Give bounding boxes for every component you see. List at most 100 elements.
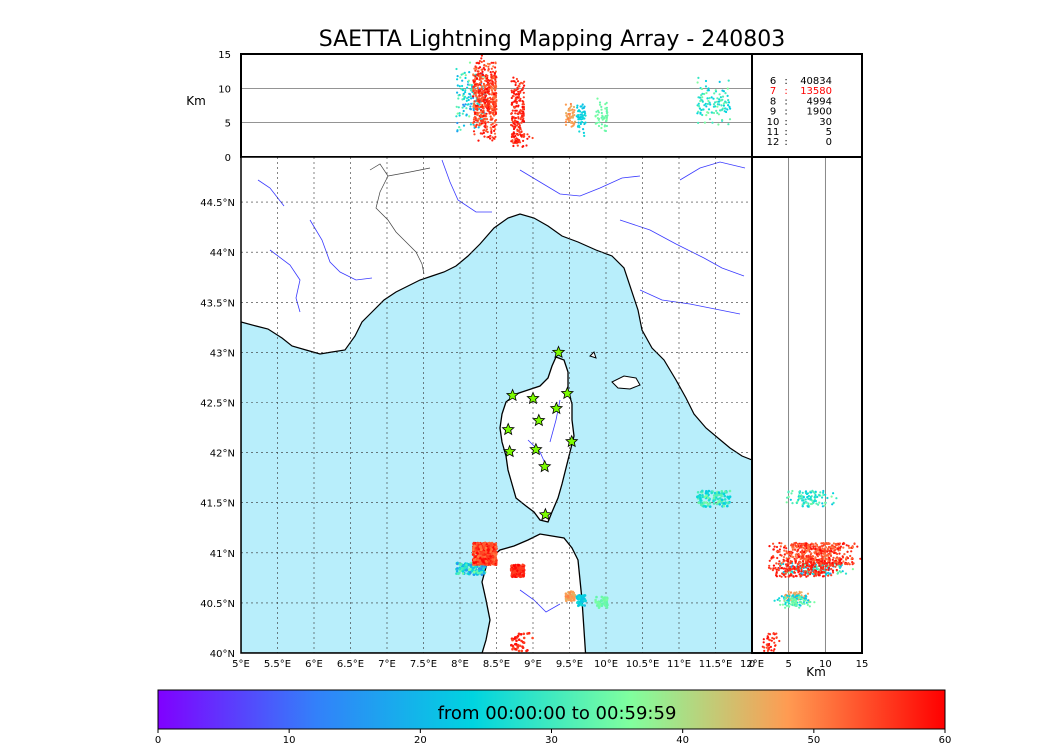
map-point: [491, 556, 495, 559]
side-point: [822, 491, 825, 494]
top-point: [597, 124, 601, 128]
top-point: [514, 125, 517, 128]
map-point: [712, 496, 716, 500]
map-point: [712, 502, 716, 505]
map-point: [520, 649, 524, 653]
top-point: [456, 121, 459, 125]
side-point: [832, 556, 835, 559]
side-point: [832, 501, 835, 504]
top-point: [583, 134, 586, 137]
top-point: [513, 88, 516, 92]
top-point: [522, 102, 525, 106]
side-point: [806, 574, 810, 577]
side-point: [832, 571, 835, 574]
top-point: [514, 134, 517, 138]
top-point: [476, 98, 479, 101]
side-point: [823, 553, 826, 556]
map-point: [461, 572, 465, 575]
side-point: [774, 644, 777, 647]
top-point: [516, 120, 519, 123]
top-point: [456, 130, 459, 133]
side-point: [819, 566, 823, 570]
map-point: [479, 567, 483, 571]
top-point: [511, 101, 514, 104]
map-point: [720, 494, 723, 498]
map-point: [723, 494, 726, 498]
top-point: [489, 85, 492, 88]
side-point: [835, 568, 838, 572]
map-point: [490, 548, 494, 551]
side-point: [805, 555, 808, 558]
side-point: [795, 603, 798, 607]
lat-tick-label: 42°N: [210, 449, 235, 460]
top-point: [488, 63, 491, 66]
side-point: [799, 600, 802, 604]
map-lat-ticks: 40°N 40.5°N 41°N 41.5°N 42°N 42.5°N 43°N 43.5°N…: [200, 198, 235, 660]
top-point: [716, 105, 719, 108]
side-point: [797, 497, 801, 500]
top-point: [706, 97, 709, 100]
top-point: [710, 111, 713, 114]
map-points: [455, 489, 732, 653]
side-point: [791, 602, 794, 605]
top-point: [715, 109, 718, 112]
side-point: [800, 570, 803, 573]
top-point: [495, 123, 498, 126]
map-point: [516, 634, 520, 638]
station-star: [529, 442, 543, 456]
counts-panel-border: [751, 53, 863, 158]
top-point: [456, 75, 459, 78]
top-point: [523, 80, 526, 83]
top-point: [601, 115, 604, 118]
top-point: [601, 118, 604, 121]
top-point: [476, 108, 479, 111]
side-point: [773, 599, 776, 602]
side-point: [807, 601, 810, 604]
side-point: [803, 602, 806, 605]
colorbar-label: from 00:00:00 to 00:59:59: [438, 703, 677, 724]
colorbar-tick-label: 20: [414, 735, 427, 746]
side-point: [830, 495, 833, 498]
side-point: [801, 597, 804, 600]
top-point: [605, 124, 609, 128]
map-point: [710, 491, 713, 495]
side-point: [792, 546, 795, 549]
side-point: [812, 555, 815, 558]
side-point: [779, 553, 782, 557]
side-point: [778, 597, 781, 600]
top-point: [519, 97, 522, 100]
map-point: [515, 639, 518, 642]
side-point: [828, 556, 831, 559]
side-point: [848, 563, 851, 566]
top-point: [718, 98, 721, 101]
station-star: [560, 386, 574, 400]
top-point: [482, 59, 486, 63]
top-point: [487, 65, 490, 68]
count-separator: :: [784, 86, 787, 97]
top-point: [520, 89, 523, 92]
map-point: [514, 642, 518, 646]
side-point: [799, 604, 802, 607]
top-point: [467, 96, 470, 99]
side-point: [844, 562, 847, 566]
side-point: [822, 570, 825, 574]
top-point: [490, 61, 493, 64]
map-point: [487, 559, 491, 563]
side-point: [807, 599, 810, 602]
top-tick-label: 0: [225, 153, 231, 164]
side-point: [806, 548, 809, 552]
top-point: [481, 93, 484, 96]
top-point: [514, 81, 517, 84]
lon-tick-label: 6°E: [305, 659, 323, 670]
map-point: [707, 502, 710, 506]
top-point: [698, 96, 702, 99]
top-point: [701, 96, 704, 99]
top-point: [468, 115, 471, 118]
top-point: [473, 105, 476, 108]
side-point: [780, 542, 783, 545]
top-point: [581, 103, 584, 106]
side-point: [851, 556, 854, 560]
top-point: [577, 121, 580, 124]
side-point: [772, 556, 775, 559]
map-point: [518, 573, 521, 576]
